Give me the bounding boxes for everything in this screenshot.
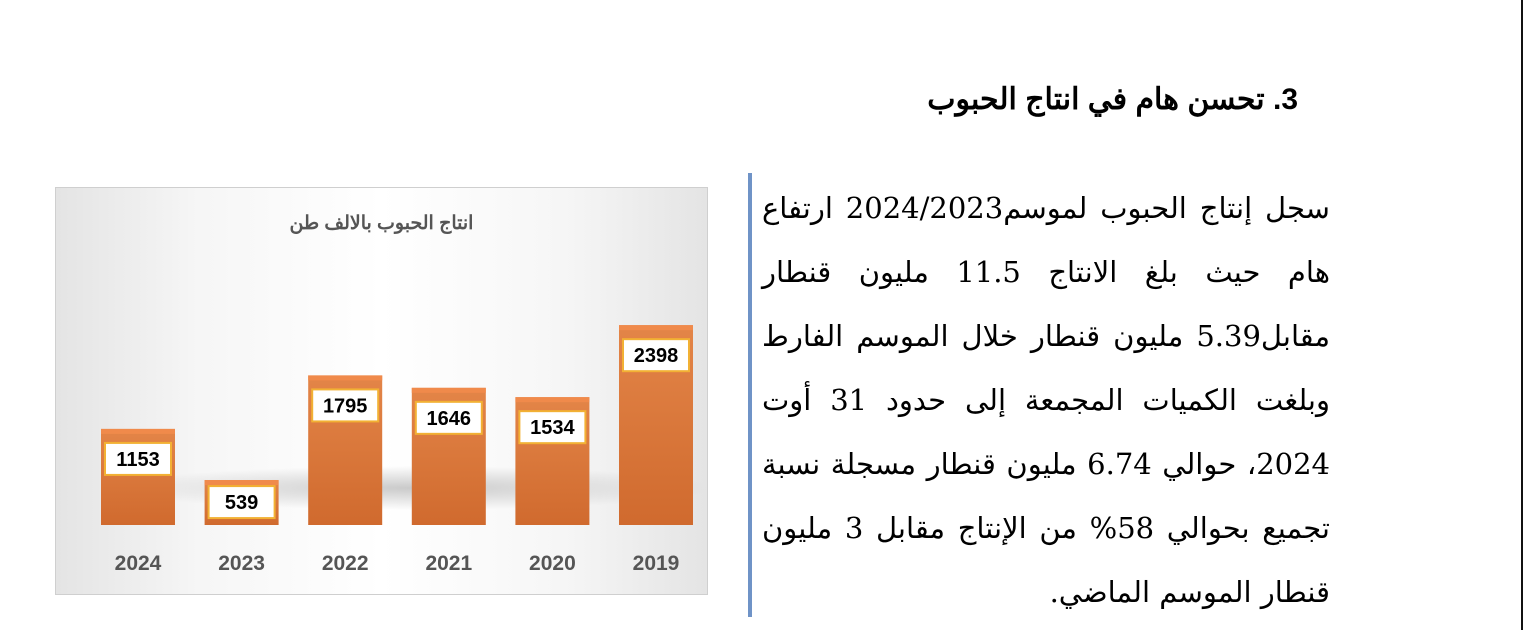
bar-top-2019 (619, 325, 693, 331)
quote-bar (748, 173, 752, 617)
category-label-2019: 2019 (633, 552, 680, 575)
bar-group-2023: 539 2023 (204, 480, 279, 575)
data-label-box-2021 (414, 400, 483, 435)
bar-group-2020: 1534 2020 (515, 397, 590, 575)
data-label-box-2020 (518, 410, 587, 445)
section-paragraph: سجل إنتاج الحبوب لموسم2024/2023 ارتفاع ه… (762, 191, 1331, 609)
bar-top-2020 (515, 397, 590, 403)
data-label-2020: 1534 (530, 417, 575, 439)
bar-top-2022 (308, 375, 383, 381)
bar-group-2022: 1795 2022 (308, 375, 383, 575)
category-label-2022: 2022 (322, 552, 369, 575)
bar-group-2021: 1646 2021 (411, 387, 486, 575)
bar-top-2024 (101, 428, 175, 434)
data-label-2019: 2398 (634, 345, 679, 367)
category-label-2021: 2021 (425, 552, 472, 575)
section-heading: 3. تحسن هام في انتاج الحبوب (927, 83, 1298, 116)
page-edge-rule (1521, 0, 1523, 630)
category-label-2024: 2024 (115, 552, 162, 575)
data-label-2023: 539 (225, 492, 258, 514)
chart-title: انتاج الحبوب بالالف طن (289, 213, 474, 234)
bar-top-2023 (204, 480, 279, 486)
floor-shadow (112, 466, 707, 510)
bar-group-2019: 2398 2019 (619, 325, 693, 575)
data-label-box-2022 (311, 388, 380, 423)
data-label-2024: 1153 (116, 449, 159, 471)
data-label-box-2019 (622, 338, 690, 373)
bar-chart: 1153 2024 539 2023 1795 2022 1646 2021 1534 2020 2… (101, 325, 707, 575)
data-label-box-2024 (104, 441, 172, 476)
bar-group-2024: 1153 2024 (101, 428, 175, 575)
data-label-2022: 1795 (323, 395, 368, 417)
data-label-box-2023 (207, 485, 276, 520)
bar-top-2021 (411, 387, 486, 393)
category-label-2020: 2020 (529, 552, 576, 575)
chart-frame: انتاج الحبوب بالالف طن 1153 2024 539 2023 17… (55, 187, 708, 595)
category-label-2023: 2023 (218, 552, 265, 575)
data-label-2021: 1646 (427, 408, 472, 430)
